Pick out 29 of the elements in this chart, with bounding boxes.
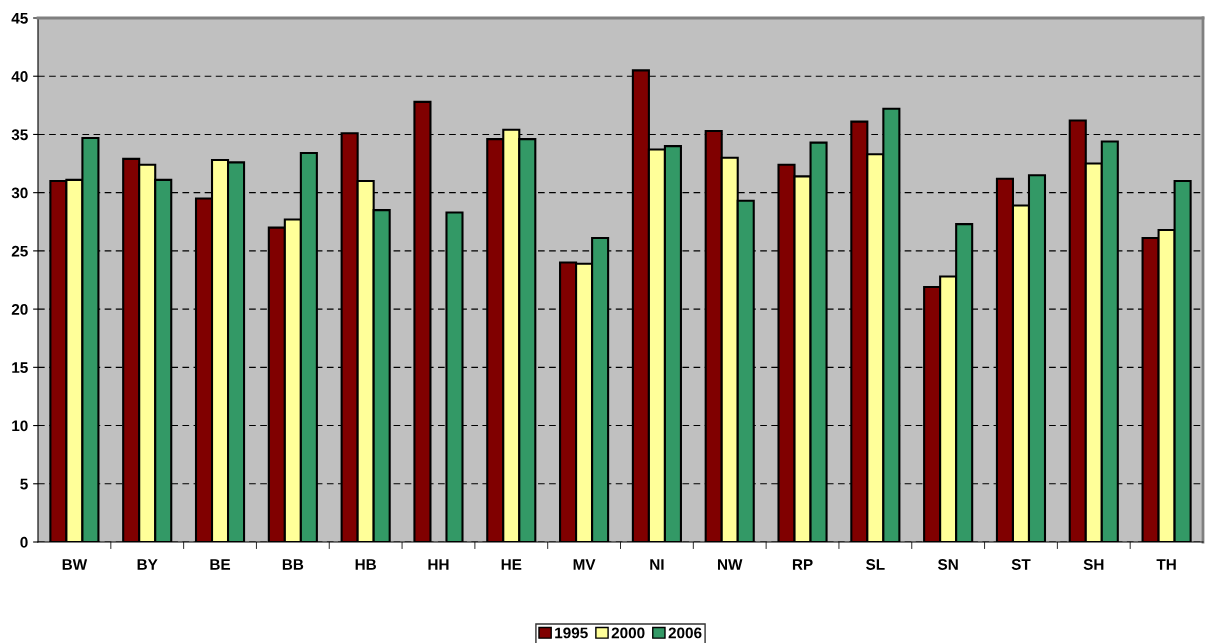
x-tick-label: BW [62,559,88,570]
x-tick-label: RP [792,559,813,570]
x-tick-label: ST [1011,559,1031,570]
x-tick-label: MV [573,559,596,570]
y-tick-label: 35 [11,129,28,141]
x-tick-label: HB [355,559,376,570]
x-tick-label: BE [210,559,231,570]
y-tick-label: 0 [20,536,28,548]
x-tick-label: NW [718,559,743,570]
y-tick-label: 15 [12,362,28,374]
y-tick-label: 20 [11,303,28,315]
x-tick-label: SN [937,559,958,570]
x-tick-label: NI [650,559,664,570]
x-tick-label: HH [428,559,449,570]
legend-label: 2006 [668,627,702,639]
y-tick-label: 10 [12,420,28,432]
legend-label: 2000 [611,627,645,639]
y-tick-label: 25 [11,245,28,257]
y-tick-label: 40 [11,71,28,82]
x-tick-label: HE [501,559,522,570]
x-tick-label: TH [1156,559,1176,570]
y-tick-label: 30 [11,187,28,199]
y-tick-label: 45 [11,13,28,24]
x-tick-label: SL [866,559,885,570]
x-tick-label: BB [282,559,304,570]
legend-label: 1995 [555,627,588,639]
x-tick-label: SH [1083,559,1104,570]
x-tick-label: BY [137,559,158,570]
y-tick-label: 5 [20,478,28,490]
